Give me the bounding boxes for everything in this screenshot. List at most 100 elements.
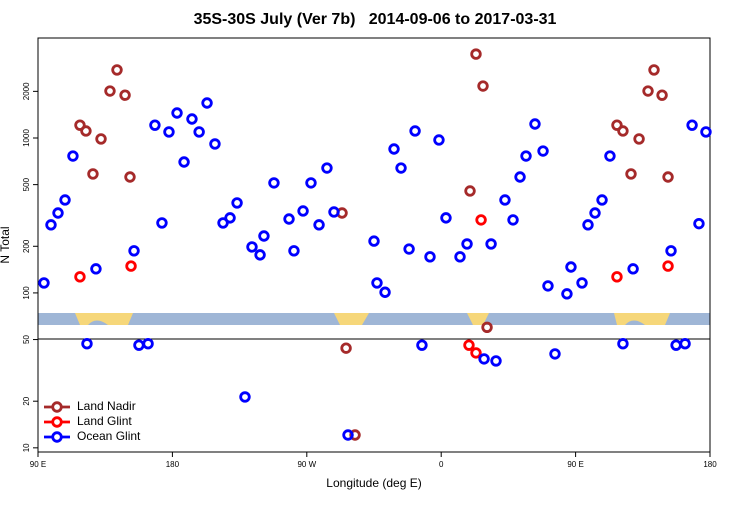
data-point [627,263,639,275]
data-point [395,162,407,174]
data-point [74,119,86,131]
data-point [209,138,221,150]
data-point [193,126,205,138]
data-point [542,280,554,292]
data-point [481,321,493,333]
data-point [297,205,309,217]
data-point [656,89,668,101]
data-point [328,206,340,218]
data-point [440,212,452,224]
data-point [178,156,190,168]
data-point [81,338,93,350]
data-point [67,150,79,162]
data-point [104,85,116,97]
legend-marker [51,401,63,413]
data-point [95,133,107,145]
data-point [258,230,270,242]
data-point [463,339,475,351]
data-point [313,219,325,231]
data-point [514,171,526,183]
data-point [470,347,482,359]
data-point [80,125,92,137]
data-point [59,194,71,206]
y-tick-label: 2000 [22,82,31,100]
data-point [642,85,654,97]
data-point [186,113,198,125]
x-tick-label: 0 [439,460,444,469]
y-tick-label: 50 [22,335,31,344]
x-tick-label: 90 E [30,460,46,469]
data-point [87,168,99,180]
data-point [475,214,487,226]
data-point [142,338,154,350]
data-point [124,171,136,183]
data-point [217,217,229,229]
data-point [342,429,354,441]
data-point [520,150,532,162]
data-point [461,238,473,250]
data-point [611,271,623,283]
data-point [477,80,489,92]
data-point [90,263,102,275]
data-point [670,339,682,351]
x-axis-label: Longitude (deg E) [326,476,421,490]
data-point [305,177,317,189]
data-point [589,207,601,219]
data-point [549,348,561,360]
y-axis-label: N Total [0,226,12,263]
data-point [231,197,243,209]
y-tick-label: 200 [22,239,31,253]
data-point [596,194,608,206]
data-point [156,217,168,229]
data-point [604,150,616,162]
data-point [565,261,577,273]
x-tick-label: 180 [166,460,180,469]
data-point [379,286,391,298]
y-tick-label: 10 [22,443,31,452]
data-point [478,353,490,365]
data-point [45,219,57,231]
data-point [409,125,421,137]
x-tick-label: 180 [703,460,717,469]
data-point [700,126,712,138]
map-strip [38,313,710,325]
data-point [321,162,333,174]
data-point [52,207,64,219]
data-point [403,243,415,255]
data-point [633,133,645,145]
data-point [665,245,677,257]
legend-label: Land Nadir [77,399,136,413]
data-point [576,277,588,289]
data-point [119,89,131,101]
data-point [38,277,50,289]
data-point [371,277,383,289]
data-point [128,245,140,257]
data-point [464,185,476,197]
data-point [470,48,482,60]
data-point [283,213,295,225]
data-point [246,241,258,253]
data-point [662,171,674,183]
data-point [171,107,183,119]
data-point [490,355,502,367]
data-point [349,429,361,441]
data-point [254,249,266,261]
legend-label: Ocean Glint [77,429,141,443]
legend-label: Land Glint [77,414,132,428]
data-point [288,245,300,257]
data-point [433,134,445,146]
y-tick-label: 1000 [22,129,31,147]
data-point [268,177,280,189]
data-point [163,126,175,138]
data-point [537,145,549,157]
data-point [201,97,213,109]
y-tick-label: 20 [22,396,31,405]
legend-marker [51,431,63,443]
plot-frame [37,37,711,453]
data-point [617,125,629,137]
data-point [133,339,145,351]
data-point [149,119,161,131]
y-tick-label: 500 [22,177,31,191]
x-tick-label: 90 W [297,460,316,469]
